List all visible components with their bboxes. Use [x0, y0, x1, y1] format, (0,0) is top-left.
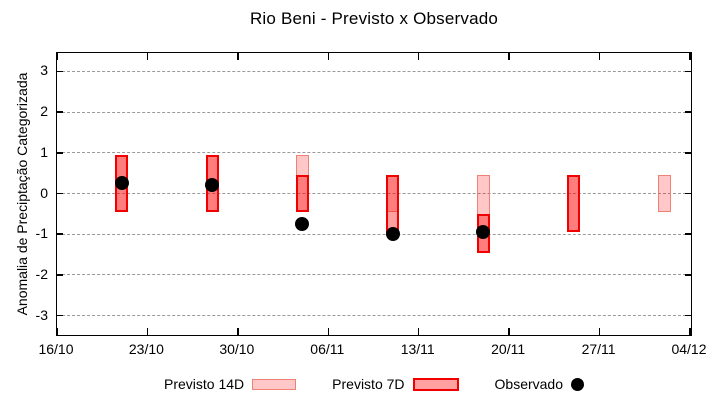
chart-title: Rio Beni - Previsto x Observado [249, 9, 499, 28]
y-tick-mark-left [57, 152, 63, 154]
y-tick-mark-left [57, 111, 63, 113]
x-tick-label: 23/10 [128, 341, 164, 357]
x-tick-label: 27/11 [581, 341, 616, 357]
y-tick-mark-left [57, 314, 63, 317]
forecast-7d-bar [295, 175, 309, 212]
x-tick-label: 04/12 [671, 341, 707, 357]
y-tick-mark-left [57, 274, 63, 276]
x-tick-mark-top [508, 53, 510, 60]
y-tick-mark-left [57, 233, 63, 235]
x-tick-mark-bottom [417, 328, 420, 335]
observed-dot [295, 217, 310, 232]
legend-label-previsto-14d: Previsto 14D [164, 376, 245, 392]
x-tick-mark-bottom [508, 328, 510, 335]
legend: Previsto 14D Previsto 7D Observado [56, 374, 692, 394]
y-tick-label: 0 [40, 184, 48, 201]
x-tick-label: 13/11 [400, 341, 435, 357]
gridline [57, 233, 691, 235]
y-tick-label: 1 [40, 143, 48, 160]
observed-dot [385, 227, 400, 242]
x-tick-label: 16/10 [38, 341, 74, 357]
y-tick-mark-right [685, 274, 691, 276]
forecast-14d-swatch [252, 378, 297, 390]
gridline [57, 315, 691, 317]
gridline [57, 152, 691, 154]
observed-dot [114, 176, 129, 191]
y-tick-label: -1 [35, 225, 48, 242]
legend-item-previsto-7d: Previsto 7D [332, 376, 459, 392]
forecast-7d-bar [567, 175, 581, 233]
y-tick-label: -3 [35, 306, 48, 323]
y-tick-mark-right [685, 233, 691, 235]
x-tick-mark-bottom [327, 328, 330, 335]
x-tick-mark-top [598, 53, 601, 60]
gridline [57, 193, 691, 194]
x-tick-label: 06/11 [310, 341, 345, 357]
gridline [57, 111, 691, 113]
x-tick-mark-bottom [237, 328, 239, 335]
y-tick-label: 2 [40, 103, 48, 120]
observed-dot [476, 225, 491, 240]
x-tick-mark-bottom [146, 328, 149, 335]
x-tick-mark-top [417, 53, 420, 60]
y-tick-mark-right [685, 314, 691, 317]
plot-area [56, 52, 692, 336]
x-tick-mark-bottom [598, 328, 601, 335]
y-tick-mark-right [685, 111, 691, 113]
legend-label-previsto-7d: Previsto 7D [332, 376, 405, 392]
x-tick-mark-top [146, 53, 149, 60]
forecast-14d-bar [657, 175, 671, 212]
x-tick-mark-top [327, 53, 330, 60]
x-tick-mark-top [237, 53, 239, 60]
y-tick-mark-right [685, 70, 691, 73]
x-tick-label: 30/10 [219, 341, 255, 357]
y-tick-label: -2 [35, 265, 48, 282]
y-tick-mark-left [57, 70, 63, 73]
gridline [57, 70, 691, 72]
x-tick-mark-bottom [689, 328, 691, 335]
y-tick-mark-left [57, 192, 63, 195]
forecast-7d-bar [386, 175, 400, 235]
gridline [57, 274, 691, 276]
x-tick-mark-top [689, 53, 691, 60]
y-tick-mark-right [685, 192, 691, 195]
legend-item-observado: Observado [495, 376, 584, 392]
legend-item-previsto-14d: Previsto 14D [164, 376, 297, 392]
y-tick-label: 3 [40, 62, 48, 79]
y-tick-mark-right [685, 152, 691, 154]
x-tick-mark-top [56, 53, 58, 60]
legend-label-observado: Observado [494, 376, 563, 392]
x-tick-label: 20/11 [491, 341, 526, 357]
x-tick-mark-bottom [56, 328, 58, 335]
observed-dot [205, 178, 220, 193]
observed-dot-swatch [571, 377, 584, 391]
forecast-7d-swatch [412, 377, 459, 391]
